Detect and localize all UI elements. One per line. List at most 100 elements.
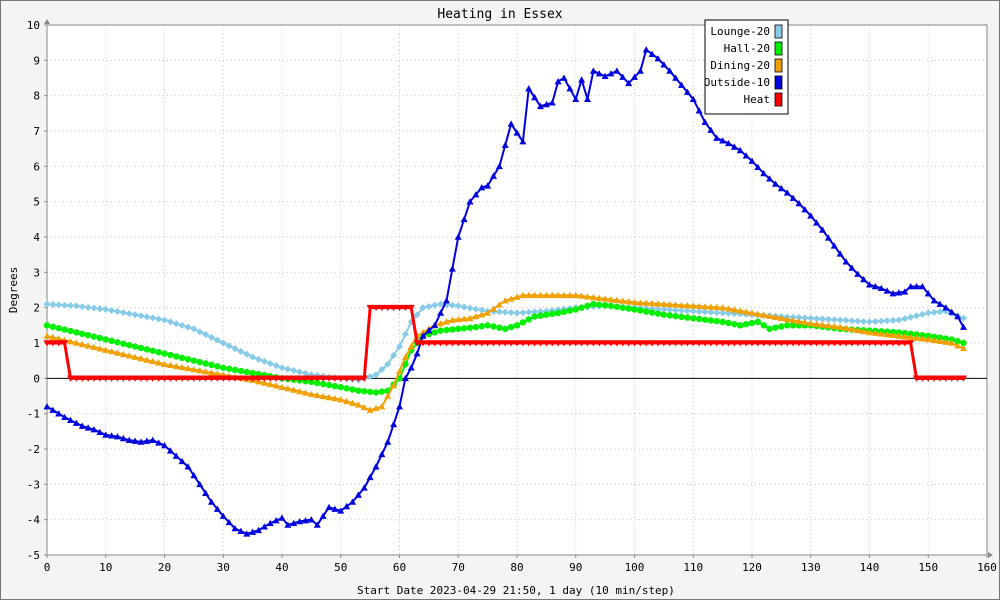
dining-20-marker bbox=[67, 338, 74, 345]
dining-20-marker bbox=[472, 313, 480, 320]
lounge-20-marker bbox=[61, 301, 69, 309]
outside-10-marker bbox=[783, 189, 791, 196]
hall-20-marker bbox=[549, 310, 556, 318]
heat-marker bbox=[166, 375, 174, 382]
dining-20-marker bbox=[260, 379, 268, 386]
heat-marker bbox=[484, 340, 492, 347]
outside-10-marker bbox=[190, 472, 198, 479]
outside-10-marker bbox=[719, 137, 727, 144]
dining-20-marker bbox=[871, 329, 879, 336]
heat-marker bbox=[889, 340, 897, 347]
outside-10-marker bbox=[366, 473, 374, 481]
outside-10-marker bbox=[178, 457, 186, 465]
lounge-20-marker bbox=[924, 309, 932, 317]
heat-marker bbox=[184, 375, 192, 382]
outside-10-marker bbox=[513, 129, 521, 136]
dining-20-marker bbox=[478, 311, 486, 318]
lounge-20-marker bbox=[431, 301, 439, 309]
heat-marker bbox=[325, 375, 333, 382]
hall-20-marker bbox=[772, 324, 779, 331]
dining-20-marker bbox=[578, 292, 586, 299]
hall-20-marker bbox=[948, 336, 955, 343]
heat-marker bbox=[390, 304, 398, 312]
heat-marker bbox=[354, 375, 362, 382]
heat-marker bbox=[625, 340, 633, 347]
lounge-20-marker bbox=[836, 316, 844, 324]
hall-20-marker bbox=[243, 368, 250, 376]
outside-10-marker bbox=[72, 419, 80, 426]
lounge-20-marker bbox=[384, 360, 392, 368]
hall-20-marker bbox=[449, 326, 456, 333]
dining-20-marker bbox=[390, 381, 398, 389]
hall-20-marker bbox=[960, 339, 967, 347]
hall-20-marker bbox=[149, 347, 156, 354]
lounge-20-marker bbox=[678, 306, 685, 314]
lounge-20-marker bbox=[78, 303, 86, 311]
heat-marker bbox=[513, 340, 521, 347]
outside-10-marker bbox=[61, 413, 69, 420]
hall-20-marker bbox=[637, 307, 644, 314]
heat-marker bbox=[942, 375, 950, 382]
heat-marker bbox=[137, 375, 145, 382]
outside-10-marker bbox=[683, 88, 691, 95]
outside-10-marker bbox=[278, 514, 286, 521]
lounge-20-marker bbox=[860, 317, 868, 325]
heat-marker bbox=[871, 340, 879, 347]
outside-10-marker bbox=[642, 46, 650, 53]
dining-20-marker bbox=[860, 327, 868, 335]
heat-marker bbox=[736, 340, 744, 347]
outside-10-marker bbox=[754, 163, 762, 171]
outside-10-marker bbox=[542, 101, 550, 108]
dining-20-marker bbox=[913, 334, 920, 341]
lounge-20-marker bbox=[795, 314, 803, 322]
hall-20-marker bbox=[930, 333, 938, 341]
lounge-20-marker bbox=[219, 339, 227, 347]
hall-20-marker bbox=[543, 311, 550, 318]
dining-20-marker bbox=[490, 305, 497, 312]
outside-10-marker bbox=[360, 484, 368, 491]
hall-20-marker bbox=[431, 329, 438, 336]
dining-20-marker bbox=[161, 360, 168, 367]
heat-marker bbox=[754, 340, 762, 347]
heat-marker bbox=[748, 340, 756, 347]
lounge-20-marker bbox=[137, 312, 145, 320]
hall-20-marker bbox=[895, 329, 903, 336]
hall-20-marker bbox=[684, 314, 691, 321]
hall-20-marker bbox=[596, 301, 603, 308]
lounge-20-marker bbox=[901, 315, 909, 323]
lounge-20-marker bbox=[249, 353, 257, 361]
outside-10-marker bbox=[343, 502, 351, 510]
dining-20-marker bbox=[302, 389, 309, 396]
heat-marker bbox=[307, 375, 315, 382]
lounge-20-marker bbox=[72, 302, 80, 310]
lounge-20-marker bbox=[372, 371, 380, 379]
lounge-20-marker bbox=[208, 333, 215, 341]
legend-swatch bbox=[774, 58, 783, 73]
legend-label: Outside-10 bbox=[704, 76, 770, 89]
lounge-20-marker bbox=[824, 315, 832, 323]
hall-20-marker bbox=[742, 320, 750, 328]
outside-10-marker bbox=[460, 215, 468, 223]
dining-20-marker bbox=[707, 303, 715, 310]
heat-marker bbox=[225, 375, 233, 382]
x-tick-label: 160 bbox=[977, 561, 997, 574]
lounge-20-marker bbox=[519, 309, 527, 317]
lounge-20-marker bbox=[801, 314, 809, 322]
hall-20-marker bbox=[472, 323, 480, 331]
outside-10-marker bbox=[725, 139, 732, 147]
heat-marker bbox=[302, 375, 309, 382]
y-tick-label: 4 bbox=[33, 231, 40, 244]
outside-10-marker bbox=[736, 146, 744, 154]
lounge-20-marker bbox=[883, 317, 891, 325]
heat-marker bbox=[542, 340, 550, 347]
hall-20-marker bbox=[954, 338, 961, 345]
heat-marker bbox=[61, 340, 69, 347]
hall-20-marker bbox=[208, 361, 215, 369]
outside-10-marker bbox=[437, 309, 445, 316]
outside-10-marker bbox=[689, 95, 697, 102]
outside-10-marker bbox=[243, 530, 251, 537]
lounge-20-marker bbox=[284, 365, 292, 373]
outside-10-marker bbox=[325, 503, 333, 511]
outside-10-marker bbox=[578, 76, 586, 83]
